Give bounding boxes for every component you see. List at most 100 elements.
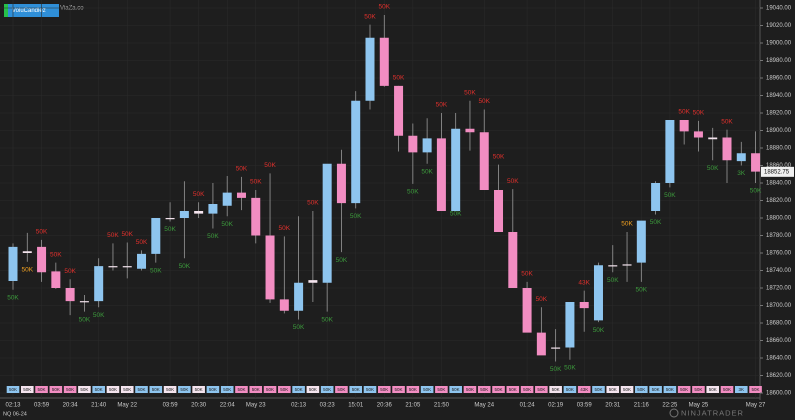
volume-strip-label: 50K <box>138 387 146 392</box>
volume-label: 50K <box>750 188 762 195</box>
candle-body <box>665 120 675 183</box>
volume-strip-cell <box>706 386 720 393</box>
volume-strip-cell <box>506 386 520 393</box>
volume-strip-cell <box>734 386 748 393</box>
instrument: NQ 06-24 <box>3 411 27 417</box>
volume-label: 50K <box>621 221 633 228</box>
x-tick-label: 03:23 <box>320 403 336 409</box>
volume-strip-label: 50K <box>452 387 460 392</box>
volume-label: 50K <box>436 102 448 109</box>
volume-strip-label: 50K <box>38 387 46 392</box>
volume-label: 50K <box>121 231 133 238</box>
candle-body <box>679 120 689 132</box>
volume-strip-label: 50K <box>52 387 60 392</box>
volume-strip-label: 50K <box>180 387 188 392</box>
volume-strip-cell <box>663 386 677 393</box>
y-tick-label: 18760.00 <box>766 251 792 257</box>
candle-body <box>208 204 218 214</box>
volume-strip-cell <box>306 386 320 393</box>
volume-strip-label: 50K <box>80 387 88 392</box>
volume-strip-label: 50K <box>566 387 574 392</box>
volume-strip-cell <box>220 386 234 393</box>
volume-label: 50K <box>150 267 162 274</box>
volume-strip-cell <box>463 386 477 393</box>
volume-strip-label: 50K <box>709 387 717 392</box>
candle-body <box>279 299 289 311</box>
candle-body <box>294 282 304 311</box>
volume-strip-label: 50K <box>480 387 488 392</box>
volume-strip-label: 50K <box>309 387 317 392</box>
candle-body <box>736 153 746 162</box>
volume-strip-cell <box>249 386 263 393</box>
volume-strip-cell <box>349 386 363 393</box>
candle-body <box>494 190 504 232</box>
volume-label: 50K <box>193 191 205 198</box>
volume-strip-cell <box>477 386 491 393</box>
volume-strip-label: 50K <box>437 387 445 392</box>
candle-body <box>479 132 489 190</box>
volume-strip-label: 50K <box>609 387 617 392</box>
candle-body <box>436 138 446 211</box>
volume-strip-label: 50K <box>237 387 245 392</box>
last-price-label: 18852.75 <box>764 169 790 175</box>
volume-strip-label: 50K <box>266 387 274 392</box>
volume-strip-label: 50K <box>166 387 174 392</box>
x-tick-label: 21:40 <box>91 403 107 409</box>
volume-label: 50K <box>664 192 676 199</box>
volume-strip-cell <box>106 386 120 393</box>
volume-strip-label: 50K <box>23 387 31 392</box>
y-tick-label: 19020.00 <box>766 23 792 29</box>
volume-label: 3K <box>737 170 746 177</box>
volume-label: 50K <box>21 266 33 273</box>
y-tick-label: 18980.00 <box>766 58 792 64</box>
volume-label: 50K <box>707 165 719 172</box>
volume-label: 50K <box>507 178 519 185</box>
x-tick-label: 22:04 <box>220 403 236 409</box>
x-tick-label: 21:16 <box>634 403 650 409</box>
volume-strip-label: 50K <box>652 387 660 392</box>
indicator-button[interactable] <box>8 4 59 17</box>
y-tick-label: 18680.00 <box>766 321 792 327</box>
volume-strip-label: 50K <box>380 387 388 392</box>
candle-body <box>451 128 461 211</box>
volume-strip-label: 43K <box>580 387 588 392</box>
volume-label: 50K <box>207 233 219 240</box>
volume-strip-cell <box>606 386 620 393</box>
y-tick-label: 18720.00 <box>766 286 792 292</box>
volume-label: 50K <box>50 251 62 258</box>
candle-body <box>165 218 175 220</box>
volume-strip-cell <box>35 386 48 393</box>
candle-body <box>593 265 603 321</box>
candle-body <box>179 211 189 218</box>
volume-strip-cell <box>435 386 448 393</box>
volume-strip-cell <box>563 386 577 393</box>
x-tick-label: 03:59 <box>163 403 179 409</box>
candle-body <box>394 85 404 136</box>
candle-body <box>222 192 232 206</box>
volume-strip-cell <box>492 386 505 393</box>
volume-strip-cell <box>592 386 605 393</box>
volume-strip-cell <box>120 386 134 393</box>
x-tick-label: 22:25 <box>662 403 678 409</box>
volume-label: 50K <box>136 239 148 246</box>
x-tick-label: 03:59 <box>577 403 593 409</box>
volume-strip-cell <box>577 386 591 393</box>
x-tick-label: 15:01 <box>348 403 364 409</box>
volume-strip-cell <box>535 386 548 393</box>
y-tick-label: 18880.00 <box>766 146 792 152</box>
y-tick-label: 18600.00 <box>766 391 792 397</box>
volume-strip-label: 50K <box>195 387 203 392</box>
x-tick-label: 03:59 <box>34 403 50 409</box>
watermark-logo <box>669 408 679 418</box>
volume-strip-cell <box>520 386 534 393</box>
candle-body <box>151 218 161 254</box>
volume-strip-label: 50K <box>9 387 17 392</box>
volume-label: 50K <box>93 312 105 319</box>
volume-label: 50K <box>236 166 248 173</box>
volume-label: 50K <box>179 263 191 270</box>
volume-label: 50K <box>536 296 548 303</box>
volume-label: 50K <box>264 162 276 169</box>
volume-label: 43K <box>578 279 590 286</box>
volume-strip-cell <box>677 386 691 393</box>
volume-strip-label: 50K <box>637 387 645 392</box>
